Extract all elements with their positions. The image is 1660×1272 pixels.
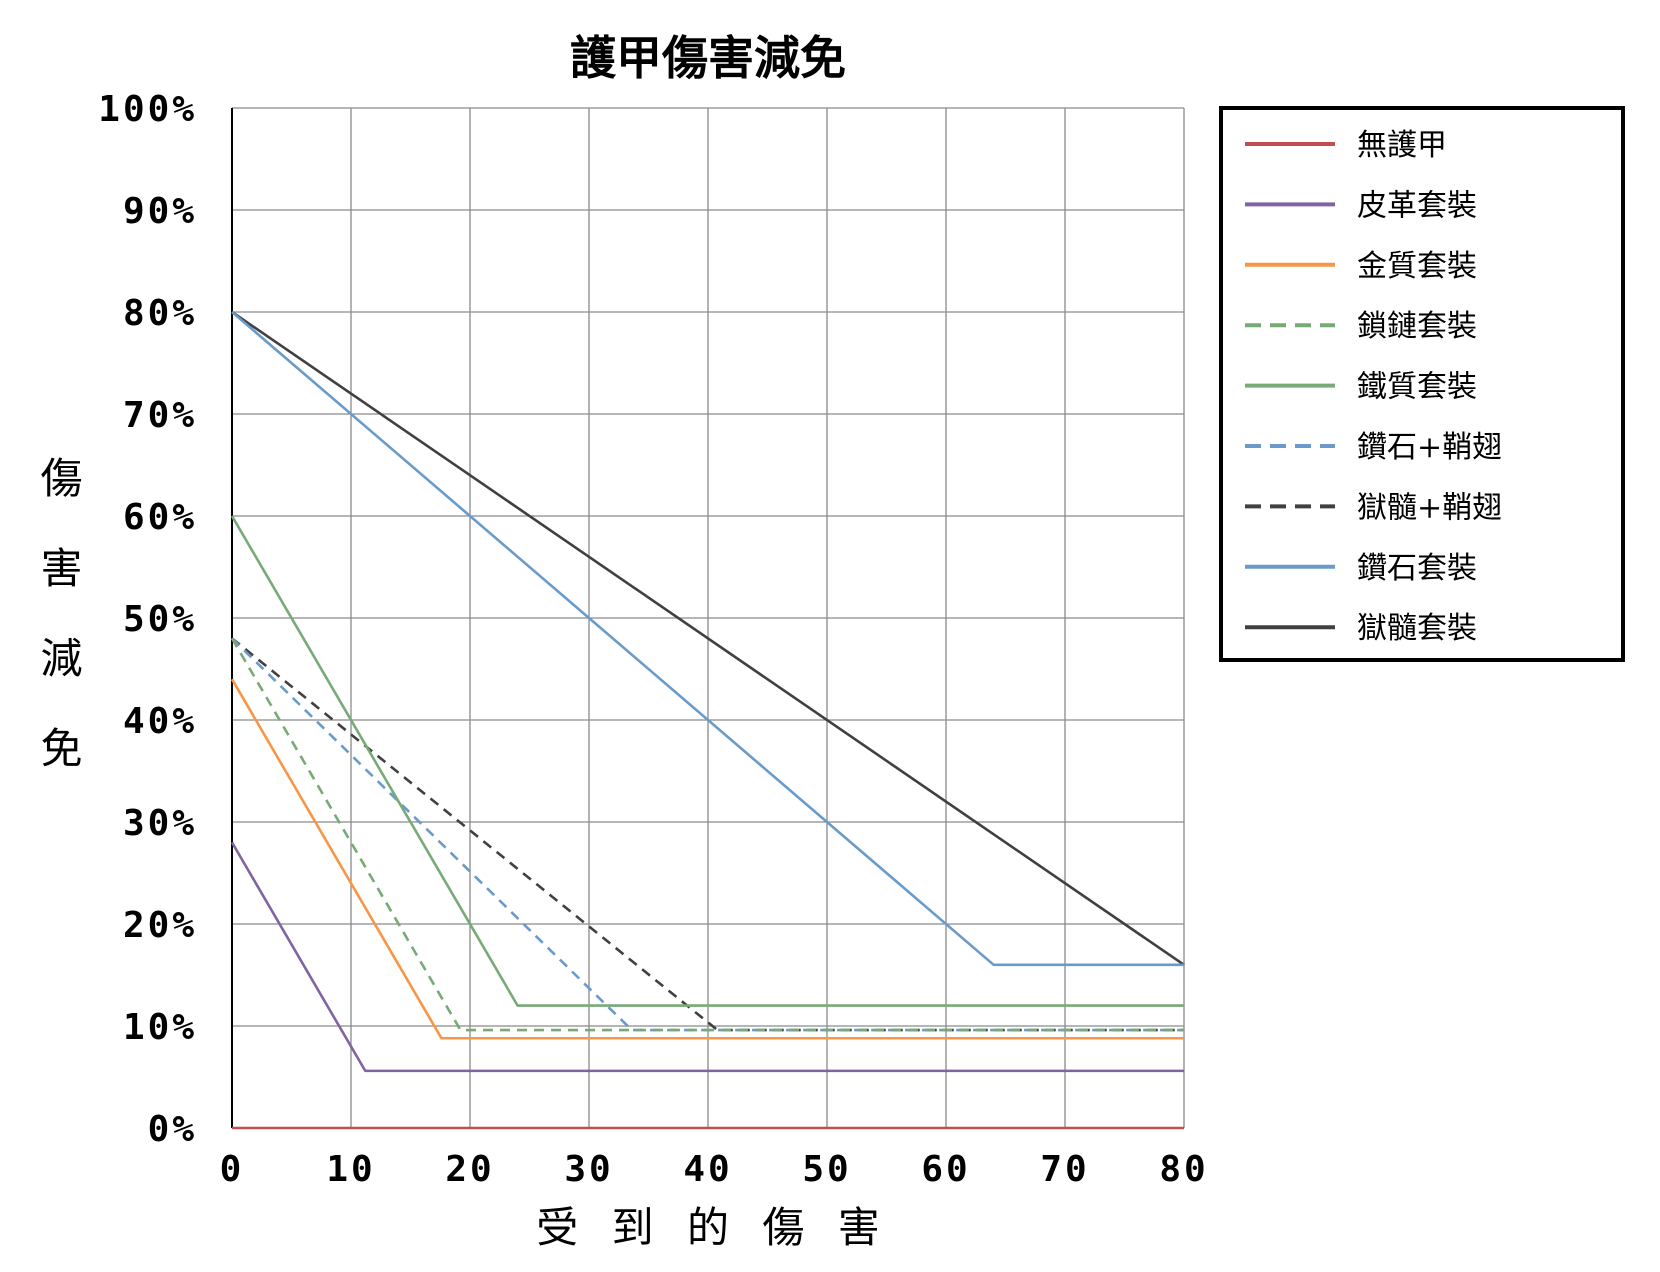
grid-layer <box>231 107 1185 1129</box>
x-axis-label: 受 到 的 傷 害 <box>536 1203 889 1252</box>
series-line-2 <box>230 678 1184 1040</box>
series-line-6 <box>231 637 1184 1032</box>
legend-label: 無護甲 <box>1357 128 1447 163</box>
x-tick-label: 50 <box>802 1149 851 1190</box>
legend-label: 金質套裝 <box>1357 249 1477 284</box>
x-tick-label: 20 <box>445 1149 494 1190</box>
series-line-8 <box>231 310 1185 966</box>
legend-label: 鎖鏈套裝 <box>1357 309 1477 344</box>
y-tick-label: 20% <box>123 905 197 946</box>
chart-title: 護甲傷害減免 <box>570 31 846 85</box>
x-tick-label: 10 <box>326 1149 375 1190</box>
y-tick-label: 90% <box>123 191 197 232</box>
series-line-3 <box>230 637 1184 1032</box>
y-tick-label: 10% <box>123 1007 197 1048</box>
y-tick-label: 40% <box>123 701 197 742</box>
x-tick-label: 40 <box>683 1149 732 1190</box>
y-tick-label: 30% <box>123 803 197 844</box>
y-axis-label: 傷害減免 <box>34 456 83 816</box>
legend-label: 鐵質套裝 <box>1357 370 1477 405</box>
x-tick-label: 80 <box>1159 1149 1208 1190</box>
y-tick-label: 0% <box>148 1109 197 1150</box>
series-line-7 <box>231 311 1184 967</box>
legend-label: 獄髓+鞘翅 <box>1357 490 1502 525</box>
y-tick-label: 80% <box>123 293 197 334</box>
legend-label: 皮革套裝 <box>1357 188 1477 223</box>
y-tick-label: 50% <box>123 599 197 640</box>
x-tick-label: 0 <box>220 1149 245 1190</box>
legend-label: 鑽石套裝 <box>1357 551 1477 586</box>
series-line-4 <box>230 515 1184 1007</box>
series-layer <box>230 310 1185 1130</box>
legend-label: 獄髓套裝 <box>1357 611 1477 646</box>
x-tick-label: 70 <box>1040 1149 1089 1190</box>
y-tick-label: 60% <box>123 497 197 538</box>
x-tick-label: 60 <box>921 1149 970 1190</box>
x-tick-label: 30 <box>564 1149 613 1190</box>
tick-layer: 0 10 20 30 40 50 60 70 80 0% 10% 20% 30% 40% 50% 60% 70%… <box>98 89 1208 1190</box>
y-tick-label: 100% <box>98 89 197 130</box>
y-tick-label: 70% <box>123 395 197 436</box>
series-line-1 <box>230 841 1184 1073</box>
legend-label: 鑽石+鞘翅 <box>1357 430 1502 465</box>
